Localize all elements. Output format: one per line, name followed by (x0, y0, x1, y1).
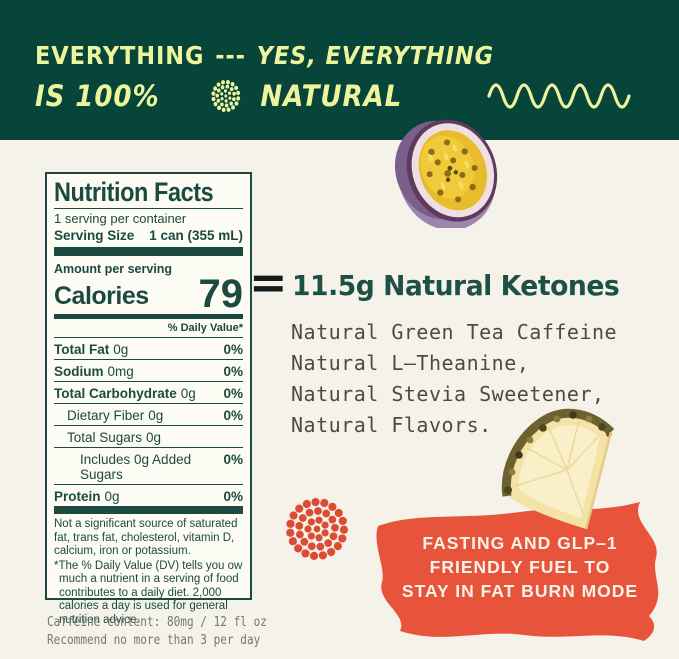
amount-per-serving-label: Amount per serving (54, 262, 173, 276)
nutrition-facts-label: Nutrition Facts 1 serving per container … (45, 172, 252, 626)
serving-size-value: 1 can (355 mL) (149, 228, 243, 243)
nutrient-row-protein: Protein 0g 0% (54, 488, 243, 504)
pineapple-image (501, 408, 615, 530)
top-banner: EVERYTHING --- YES, EVERYTHING IS 100% NATU… (0, 0, 679, 140)
banner-text-everything: EVERYTHING (35, 41, 205, 70)
nutrient-row-total-fat: Total Fat 0g 0% (54, 338, 243, 360)
equals-sign: = (249, 255, 288, 309)
dotted-spiral-icon (211, 80, 241, 112)
callout-blob: FASTING AND GLP–1 FRIENDLY FUEL TO STAY … (376, 502, 659, 641)
daily-value-header: % Daily Value* (54, 319, 243, 338)
ingredient-line: Natural Green Tea Caffeine (291, 320, 618, 344)
ingredient-line: Natural Stevia Sweetener, (291, 382, 605, 406)
banner-headline-line1: EVERYTHING --- YES, EVERYTHING (35, 41, 494, 70)
footnote-daily-value: *The % Daily Value (DV) tells you ow muc… (54, 559, 243, 626)
medium-divider (54, 314, 243, 319)
recommendation-line: Recommend no more than 3 per day (47, 632, 261, 648)
calories-label: Calories (54, 282, 149, 310)
serving-size-label: Serving Size (54, 228, 135, 243)
serving-size-row: Serving Size 1 can (355 mL) (54, 227, 243, 247)
nutrient-row-total-sugars: Total Sugars 0g (54, 426, 243, 448)
callout-line: FRIENDLY FUEL TO (430, 557, 611, 577)
thick-divider (54, 506, 243, 514)
footnote-not-significant: Not a significant source of saturated fa… (54, 518, 238, 557)
banner-text-yes-everything: YES, EVERYTHING (256, 41, 495, 70)
natural-ingredients-list: Natural Green Tea Caffeine Natural L–The… (291, 317, 617, 441)
servings-per-container: 1 serving per container (54, 211, 187, 226)
banner-text-natural: NATURAL (260, 79, 403, 113)
ingredient-line: Natural Flavors. (291, 413, 492, 437)
calories-value: 79 (198, 272, 244, 316)
nutrient-row-total-carbohydrate: Total Carbohydrate 0g 0% (54, 382, 243, 404)
ketones-headline: 11.5g Natural Ketones (292, 269, 620, 302)
dot-burst-graphic (286, 497, 349, 560)
nutrition-facts-title: Nutrition Facts (54, 177, 214, 207)
caffeine-content-line: Caffeine content: 80mg / 12 fl oz (47, 614, 267, 630)
nutrient-row-sodium: Sodium 0mg 0% (54, 360, 243, 382)
callout-line: FASTING AND GLP–1 (422, 533, 617, 553)
banner-dashes: --- (215, 41, 246, 70)
banner-headline-line2: IS 100% NATURAL (35, 78, 402, 114)
banner-text-is-100: IS 100% (35, 79, 160, 113)
divider (54, 208, 243, 209)
wave-squiggle-icon (487, 83, 631, 109)
passion-fruit-image (395, 119, 498, 228)
thick-divider (54, 247, 243, 256)
calories-row: Calories 79 (54, 272, 244, 316)
caffeine-disclaimer: Caffeine content: 80mg / 12 fl oz Recomm… (47, 613, 267, 649)
nutrient-row-added-sugars: Includes 0g Added Sugars 0% (54, 448, 243, 485)
callout-line: STAY IN FAT BURN MODE (402, 581, 638, 601)
nutrient-row-dietary-fiber: Dietary Fiber 0g 0% (54, 404, 243, 426)
ingredient-line: Natural L–Theanine, (291, 351, 530, 375)
